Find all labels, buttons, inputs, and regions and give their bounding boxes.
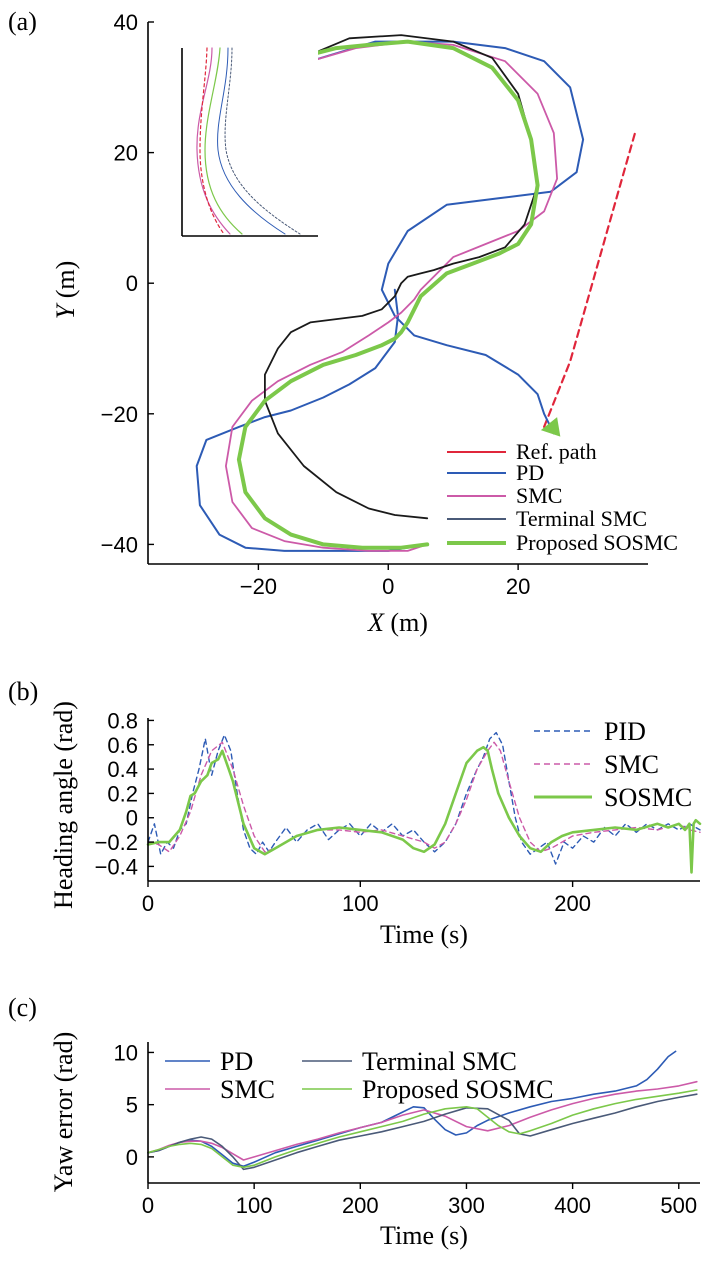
y-tick-label-b-4: 0 — [126, 806, 138, 831]
panel-a-label: (a) — [8, 7, 37, 36]
panel-a-ticks: −20 0 20 40 20 0 −20 −40 — [101, 10, 531, 599]
panel-b-xlabel: Time (s) — [380, 920, 468, 949]
series-b-sosmc — [146, 745, 702, 874]
x-tick-label-c-4: 400 — [554, 1193, 591, 1218]
panel-c-ylabel: Yaw error (rad) — [49, 1032, 78, 1193]
y-tick-label-b-6: −0.4 — [95, 854, 138, 879]
x-tick-label-c-1: 100 — [236, 1193, 273, 1218]
y-tick-label-a-3: −20 — [101, 402, 138, 427]
x-tick-label-b-1: 100 — [342, 891, 379, 916]
inset-tsmc-line — [224, 47, 301, 235]
start-marker — [540, 417, 561, 437]
legend-a-tsmc: Terminal SMC — [516, 506, 647, 531]
legend-a-smc: SMC — [516, 483, 562, 508]
panel-b-label: (b) — [8, 677, 38, 706]
y-tick-label-c-2: 0 — [126, 1145, 138, 1170]
y-tick-label-b-3: 0.2 — [107, 781, 138, 806]
legend-a-ref: Ref. path — [516, 439, 597, 464]
panel-c-label: (c) — [8, 993, 37, 1022]
inset-sosmc-line — [204, 47, 243, 235]
y-tick-label-b-2: 0.4 — [107, 757, 138, 782]
legend-a-sosmc: Proposed SOSMC — [516, 530, 678, 555]
panel-a-series — [195, 34, 637, 552]
series-a-terminal-smc — [263, 34, 539, 520]
y-tick-label-a-4: −40 — [101, 532, 138, 557]
series-c-smc — [147, 1080, 698, 1161]
panel-a-inset — [181, 47, 318, 237]
panel-b-legend: PID SMC SOSMC — [534, 717, 692, 812]
inset-smc-line — [196, 47, 231, 235]
x-tick-label-a-2: 20 — [506, 574, 530, 599]
series-a-proposed-sosmc — [236, 39, 540, 550]
x-tick-label-c-5: 500 — [660, 1193, 697, 1218]
legend-a-pd: PD — [516, 460, 544, 485]
legend-c-tsmc: Terminal SMC — [362, 1047, 517, 1076]
panel-a-ylabel: Y (m) — [51, 261, 80, 320]
series-c-pd — [147, 1050, 677, 1168]
inset-pd-line — [217, 47, 286, 235]
y-tick-label-c-1: 5 — [126, 1093, 138, 1118]
legend-c-pd: PD — [220, 1047, 253, 1076]
x-tick-label-a-1: 0 — [382, 574, 394, 599]
y-tick-label-b-0: 0.8 — [107, 708, 138, 733]
panel-b-ylabel: Heading angle (rad) — [49, 701, 78, 909]
legend-b-sosmc: SOSMC — [604, 783, 692, 812]
y-tick-label-a-1: 20 — [114, 141, 138, 166]
series-a-ref-path-extension — [542, 131, 637, 428]
y-tick-label-a-2: 0 — [126, 271, 138, 296]
panel-c-ticks: 0 100 200 300 400 500 10 5 0 — [114, 1040, 698, 1218]
panel-a-xlabel-var: X — [367, 608, 385, 637]
panel-a-xlabel-unit: (m) — [384, 608, 428, 637]
panel-c-xlabel: Time (s) — [380, 1221, 468, 1250]
series-b-smc — [147, 741, 701, 853]
x-tick-label-b-2: 200 — [554, 891, 591, 916]
legend-b-pid: PID — [604, 717, 646, 746]
panel-c: (c) 0 100 200 300 400 500 10 5 0 Time (s) Yaw er… — [8, 993, 700, 1250]
y-tick-label-b-5: −0.2 — [95, 830, 138, 855]
y-tick-label-a-0: 40 — [114, 10, 138, 35]
legend-c-sosmc: Proposed SOSMC — [362, 1075, 553, 1104]
panel-c-series — [147, 1050, 698, 1171]
panel-a: (a) −20 0 20 40 20 0 −20 −40 X (m) Y (m) Ref. p… — [8, 7, 678, 637]
inset-ref-line — [199, 47, 225, 235]
y-tick-label-c-0: 10 — [114, 1040, 138, 1065]
panel-a-ylabel-unit: (m) — [51, 261, 80, 305]
y-tick-label-b-1: 0.6 — [107, 733, 138, 758]
panel-c-legend: PD Terminal SMC SMC Proposed SOSMC — [165, 1047, 553, 1104]
legend-c-smc: SMC — [220, 1075, 275, 1104]
x-tick-label-a-0: −20 — [240, 574, 277, 599]
x-tick-label-c-0: 0 — [142, 1193, 154, 1218]
series-c-proposed-sosmc — [147, 1089, 698, 1169]
series-a-smc — [224, 40, 558, 552]
x-tick-label-b-0: 0 — [142, 891, 154, 916]
series-a-pd-lower — [195, 288, 429, 552]
series-a-pd — [309, 40, 585, 435]
x-tick-label-c-3: 300 — [448, 1193, 485, 1218]
panel-a-ylabel-var: Y — [51, 302, 80, 319]
x-tick-label-c-2: 200 — [342, 1193, 379, 1218]
panel-a-legend: Ref. path PD SMC Terminal SMC Proposed S… — [447, 439, 678, 555]
series-c-terminal-smc — [147, 1093, 698, 1171]
panel-a-xlabel: X (m) — [367, 608, 428, 637]
legend-b-smc: SMC — [604, 750, 659, 779]
panel-b-series — [146, 731, 702, 874]
